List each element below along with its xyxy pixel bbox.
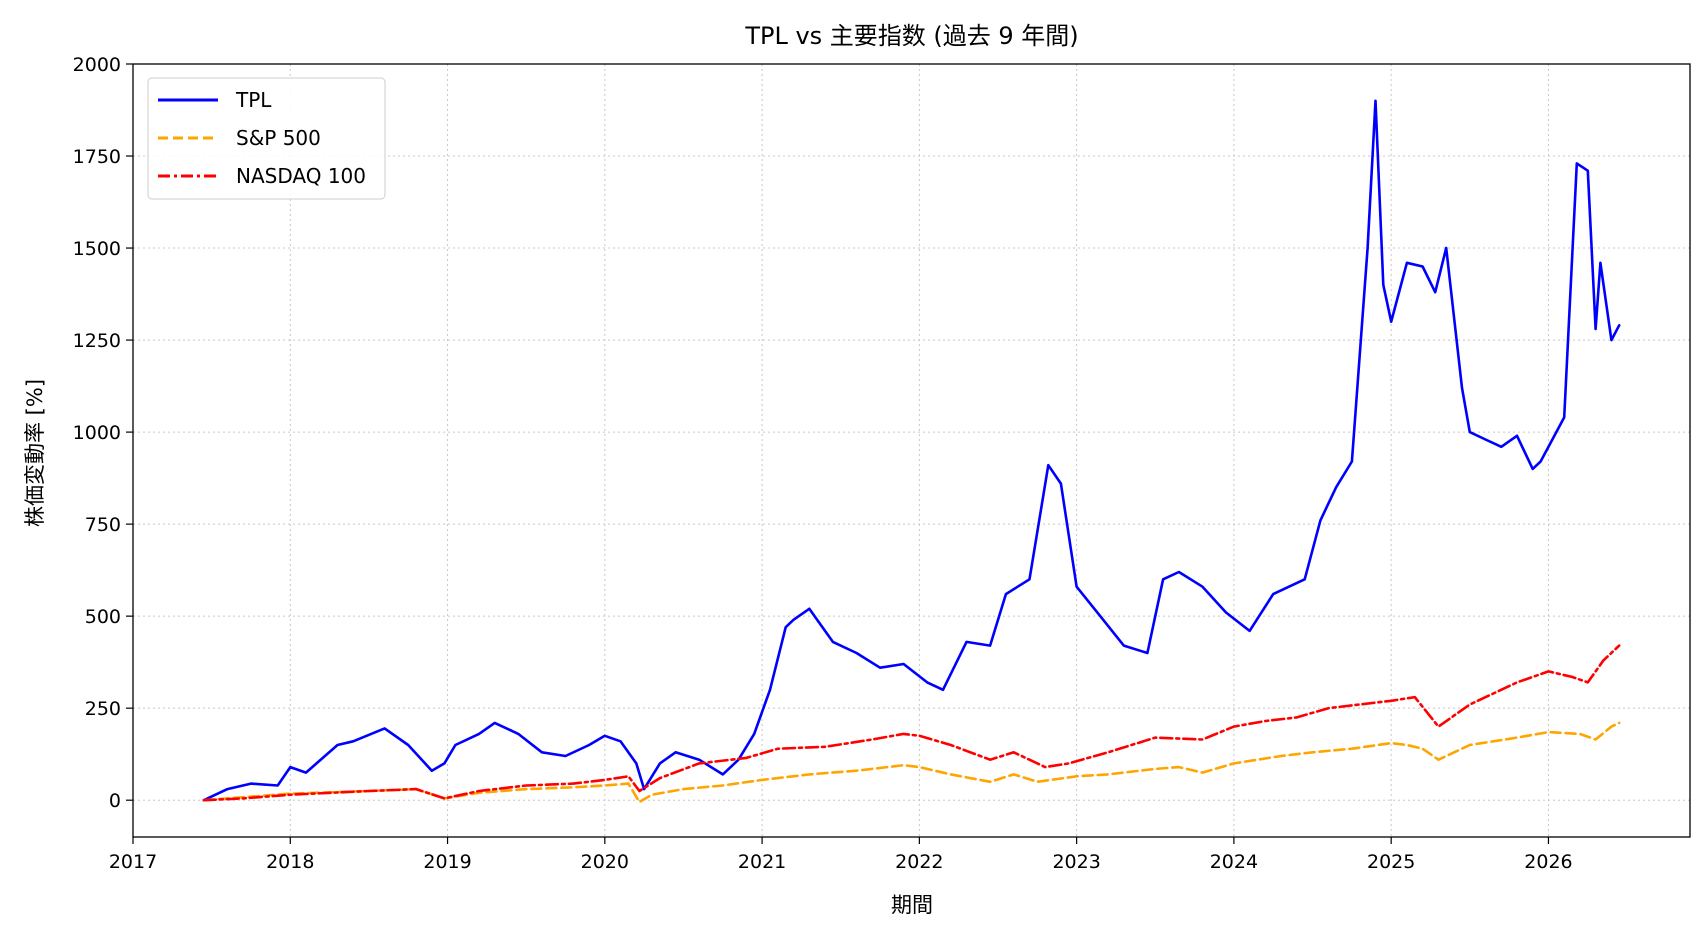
axis-ticks: 2017 2018 2019 2020 2021 2022 2023 2024 2025 2026… [73,54,1573,873]
x-tick-label: 2026 [1524,851,1572,873]
y-tick-label: 500 [85,606,121,628]
plot-frame [132,63,1691,838]
series-lines [202,99,1621,804]
chart-title: TPL vs 主要指数 (過去 9 年間) [744,22,1078,50]
y-tick-label: 1750 [73,146,121,168]
series-line-sp500 [202,721,1621,804]
x-tick-label: 2023 [1052,851,1100,873]
y-tick-label: 1250 [73,330,121,352]
series-line-tpl [202,99,1621,802]
legend-box [147,77,386,200]
x-tick-label: 2019 [423,851,471,873]
y-axis-title: 株価変動率 [%] [23,379,47,527]
y-tick-label: 0 [109,790,121,812]
legend-label-sp500: S&P 500 [236,126,321,150]
legend: TPL S&P 500 NASDAQ 100 [147,77,386,200]
legend-label-nasdaq100: NASDAQ 100 [236,164,366,188]
y-tick-label: 1500 [73,238,121,260]
x-tick-label: 2022 [895,851,943,873]
y-tick-label: 1000 [73,422,121,444]
y-tick-label: 750 [85,514,121,536]
series-line-nasdaq100 [202,644,1621,802]
x-tick-label: 2024 [1210,851,1258,873]
y-tick-label: 2000 [73,54,121,76]
y-tick-label: 250 [85,698,121,720]
x-tick-label: 2017 [109,851,157,873]
x-tick-label: 2018 [266,851,314,873]
x-tick-label: 2025 [1367,851,1415,873]
legend-label-tpl: TPL [235,88,272,112]
x-axis-title: 期間 [891,893,933,917]
x-tick-label: 2020 [581,851,629,873]
x-tick-label: 2021 [738,851,786,873]
